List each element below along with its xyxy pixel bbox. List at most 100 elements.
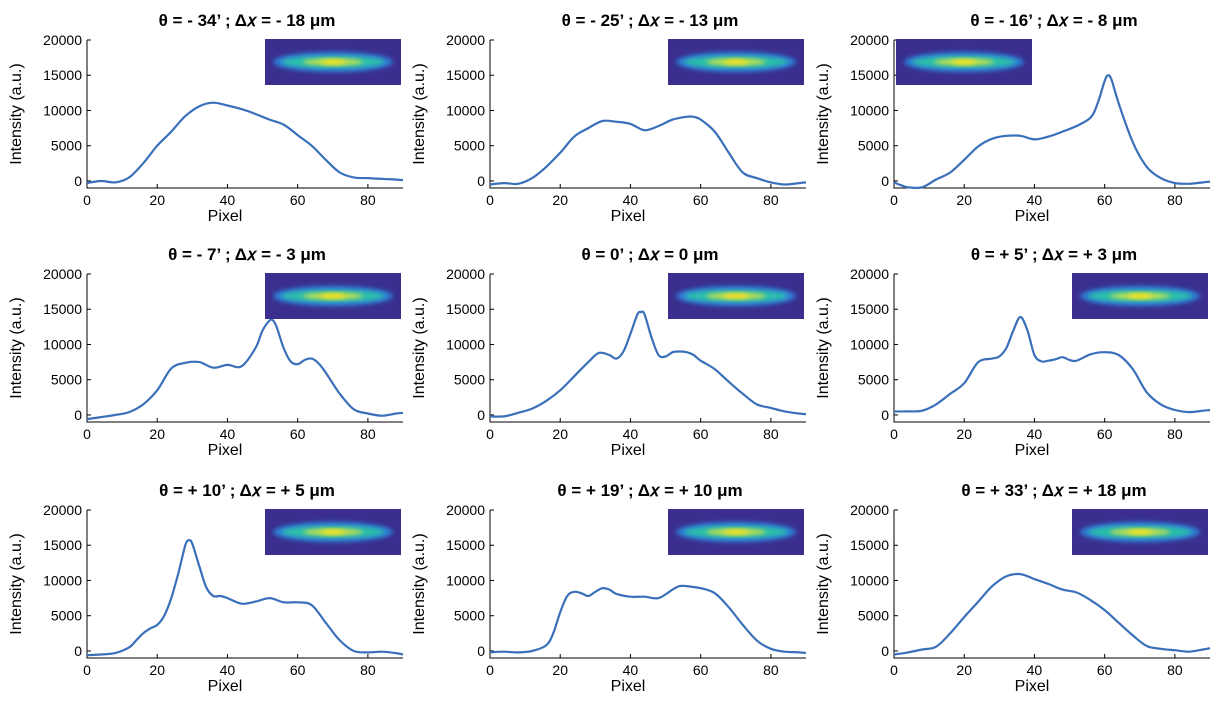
- x-tick-label: 80: [360, 426, 376, 442]
- y-tick-label: 0: [881, 173, 889, 189]
- chart-panel-7: θ = + 10’ ; Δ𝑥 = + 5 μm 0 20 40 60 80 0 5000 100…: [8, 481, 404, 695]
- y-tick-label: 5000: [454, 372, 485, 388]
- y-tick-label: 20000: [850, 502, 889, 518]
- y-tick-label: 20000: [446, 32, 485, 48]
- x-tick-label: 40: [220, 662, 236, 678]
- y-tick-label: 15000: [850, 301, 889, 317]
- x-tick-label: 20: [552, 662, 568, 678]
- series-line: [489, 584, 807, 655]
- y-axis-label: Intensity (a.u.): [8, 297, 25, 398]
- x-tick-label: 20: [149, 426, 165, 442]
- x-tick-label: 80: [1167, 426, 1183, 442]
- x-axis-label: Pixel: [208, 208, 243, 225]
- x-tick-label: 80: [763, 192, 779, 208]
- y-tick-label: 5000: [51, 372, 82, 388]
- beam-image-inset: [668, 509, 804, 555]
- y-axis-label: Intensity (a.u.): [8, 533, 25, 634]
- y-tick-label: 5000: [858, 608, 889, 624]
- y-tick-label: 15000: [446, 537, 485, 553]
- x-tick-label: 20: [956, 192, 972, 208]
- y-tick-label: 20000: [43, 32, 82, 48]
- x-tick-label: 60: [290, 426, 306, 442]
- chart-panel-2: θ = - 25’ ; Δ𝑥 = - 13 μm 0 20 40 60 80 0 5000 10…: [411, 11, 807, 225]
- x-tick-label: 80: [360, 192, 376, 208]
- series-line: [489, 115, 807, 186]
- series-line: [893, 74, 1211, 190]
- chart-panel-8: θ = + 19’ ; Δ𝑥 = + 10 μm 0 20 40 60 80 0 5000 10…: [411, 481, 807, 695]
- x-tick-label: 60: [290, 192, 306, 208]
- y-tick-label: 20000: [446, 266, 485, 282]
- x-tick-label: 20: [956, 662, 972, 678]
- y-tick-label: 5000: [454, 608, 485, 624]
- x-tick-label: 0: [890, 426, 898, 442]
- x-tick-label: 40: [220, 426, 236, 442]
- x-tick-label: 0: [83, 662, 91, 678]
- y-tick-label: 15000: [850, 537, 889, 553]
- x-tick-label: 0: [486, 192, 494, 208]
- chart-title: θ = - 25’ ; Δ𝑥 = - 13 μm: [562, 11, 739, 30]
- x-tick-label: 0: [83, 426, 91, 442]
- y-tick-label: 5000: [858, 372, 889, 388]
- beam-image-inset: [265, 39, 401, 85]
- beam-image-inset: [1072, 273, 1208, 319]
- x-tick-label: 20: [552, 426, 568, 442]
- y-axis-label: Intensity (a.u.): [411, 297, 428, 398]
- x-axis-label: Pixel: [611, 208, 646, 225]
- beam-image-inset: [668, 273, 804, 319]
- x-tick-label: 0: [83, 192, 91, 208]
- y-tick-label: 15000: [43, 301, 82, 317]
- series-line: [893, 572, 1211, 656]
- y-tick-label: 5000: [51, 138, 82, 154]
- chart-title: θ = - 34’ ; Δ𝑥 = - 18 μm: [159, 11, 336, 30]
- y-axis-label: Intensity (a.u.): [8, 63, 25, 164]
- x-tick-label: 40: [220, 192, 236, 208]
- x-axis-label: Pixel: [611, 678, 646, 695]
- y-tick-label: 15000: [43, 67, 82, 83]
- y-tick-label: 20000: [446, 502, 485, 518]
- x-tick-label: 60: [1097, 662, 1113, 678]
- y-tick-label: 20000: [850, 266, 889, 282]
- y-axis-label: Intensity (a.u.): [815, 63, 832, 164]
- y-tick-label: 15000: [446, 67, 485, 83]
- x-tick-label: 40: [1027, 192, 1043, 208]
- x-axis-label: Pixel: [208, 678, 243, 695]
- beam-image-inset: [896, 39, 1032, 85]
- y-axis-label: Intensity (a.u.): [815, 297, 832, 398]
- y-tick-label: 5000: [51, 608, 82, 624]
- y-tick-label: 10000: [850, 102, 889, 118]
- x-tick-label: 40: [623, 662, 639, 678]
- y-tick-label: 0: [477, 173, 485, 189]
- x-tick-label: 60: [290, 662, 306, 678]
- x-tick-label: 40: [1027, 426, 1043, 442]
- x-axis-label: Pixel: [1015, 442, 1050, 459]
- chart-title: θ = + 19’ ; Δ𝑥 = + 10 μm: [557, 481, 742, 500]
- x-tick-label: 40: [623, 192, 639, 208]
- y-tick-label: 5000: [858, 138, 889, 154]
- x-axis-label: Pixel: [208, 442, 243, 459]
- chart-panel-1: θ = - 34’ ; Δ𝑥 = - 18 μm 0 20 40 60 80 0 5000 10…: [8, 11, 404, 225]
- y-tick-label: 20000: [43, 502, 82, 518]
- x-axis-label: Pixel: [611, 442, 646, 459]
- chart-panel-6: θ = + 5’ ; Δ𝑥 = + 3 μm 0 20 40 60 80 0 5000 1000…: [815, 245, 1211, 459]
- y-tick-label: 20000: [850, 32, 889, 48]
- x-tick-label: 60: [1097, 192, 1113, 208]
- chart-title: θ = + 33’ ; Δ𝑥 = + 18 μm: [961, 481, 1146, 500]
- chart-title: θ = 0’ ; Δ𝑥 = 0 μm: [581, 245, 718, 264]
- x-tick-label: 40: [1027, 662, 1043, 678]
- y-tick-label: 15000: [446, 301, 485, 317]
- y-tick-label: 15000: [43, 537, 82, 553]
- x-tick-label: 60: [693, 426, 709, 442]
- series-line: [86, 101, 404, 185]
- y-tick-label: 20000: [43, 266, 82, 282]
- x-tick-label: 60: [693, 192, 709, 208]
- y-tick-label: 10000: [43, 572, 82, 588]
- x-axis-label: Pixel: [1015, 678, 1050, 695]
- y-tick-label: 0: [477, 643, 485, 659]
- series-line: [86, 318, 404, 421]
- y-tick-label: 10000: [43, 102, 82, 118]
- series-line: [489, 310, 807, 418]
- chart-title: θ = - 16’ ; Δ𝑥 = - 8 μm: [970, 11, 1137, 30]
- y-tick-label: 0: [477, 407, 485, 423]
- x-tick-label: 20: [552, 192, 568, 208]
